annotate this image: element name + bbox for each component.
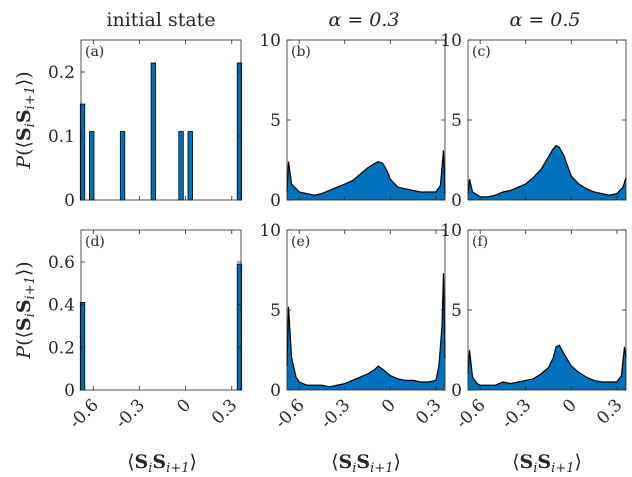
ytick-label-d-1: 0.2	[48, 338, 75, 358]
bar-a-3	[150, 62, 157, 201]
panel-tag-f: (f)	[472, 234, 488, 250]
ytick-label-d-3: 0.6	[48, 253, 75, 273]
bar-a-1	[89, 131, 95, 201]
ytick-label-c-2: 10	[440, 31, 462, 51]
ytick-label-c-1: 5	[451, 111, 462, 131]
svg-text:P(⟨SiSi+1⟩): P(⟨SiSi+1⟩)	[13, 71, 38, 169]
panel-tag-c: (c)	[472, 44, 491, 60]
xlabel-col-3: ⟨SiSi+1⟩	[512, 451, 582, 476]
ylabel-top: P(⟨SiSi+1⟩)	[13, 71, 38, 169]
ytick-label-e-1: 5	[270, 301, 281, 321]
panel-tag-d: (d)	[85, 234, 105, 250]
bar-a-4	[178, 131, 184, 201]
axes-box-a	[80, 39, 242, 201]
ytick-label-a-2: 0.2	[48, 63, 75, 83]
area-f	[468, 345, 626, 390]
ytick-label-f-0: 0	[451, 381, 462, 401]
axes-box-d	[80, 229, 242, 391]
bar-a-2	[119, 131, 126, 201]
ytick-label-e-0: 0	[270, 381, 281, 401]
ytick-label-d-0: 0	[64, 381, 75, 401]
ytick-label-b-2: 10	[259, 31, 281, 51]
ytick-label-a-1: 0.1	[48, 127, 75, 147]
area-b	[287, 150, 445, 200]
panel-tag-a: (a)	[85, 44, 104, 60]
title-alpha-0-3: α = 0.3	[328, 9, 399, 31]
ytick-label-f-1: 5	[451, 301, 462, 321]
line-c	[467, 144, 627, 198]
ytick-label-f-2: 10	[440, 221, 462, 241]
line-f	[467, 344, 627, 386]
panel-tag-e: (e)	[291, 234, 310, 250]
line-b	[286, 150, 446, 196]
title-alpha-0-5: α = 0.5	[509, 9, 580, 31]
panel-a: 0 0.1 0.2 (a)	[48, 39, 243, 211]
line-e	[286, 273, 446, 388]
ylabel-bottom: P(⟨SiSi+1⟩)	[13, 261, 38, 359]
panel-tag-b: (b)	[291, 44, 311, 60]
svg-text:P(⟨SiSi+1⟩): P(⟨SiSi+1⟩)	[13, 261, 38, 359]
panel-c: 0 5 10 (c)	[440, 31, 627, 211]
ytick-label-a-0: 0	[64, 191, 75, 211]
bar-a-5	[187, 131, 193, 201]
ytick-label-e-2: 10	[259, 221, 281, 241]
ytick-label-b-1: 5	[270, 111, 281, 131]
panel-b: 0 5 10 (b)	[259, 31, 446, 211]
svg-text:⟨SiSi+1⟩: ⟨SiSi+1⟩	[512, 451, 582, 476]
ytick-label-d-2: 0.4	[48, 296, 75, 316]
ytick-label-c-0: 0	[451, 191, 462, 211]
ytick-label-b-0: 0	[270, 191, 281, 211]
title-initial-state: initial state	[106, 9, 215, 31]
area-c	[468, 145, 626, 200]
